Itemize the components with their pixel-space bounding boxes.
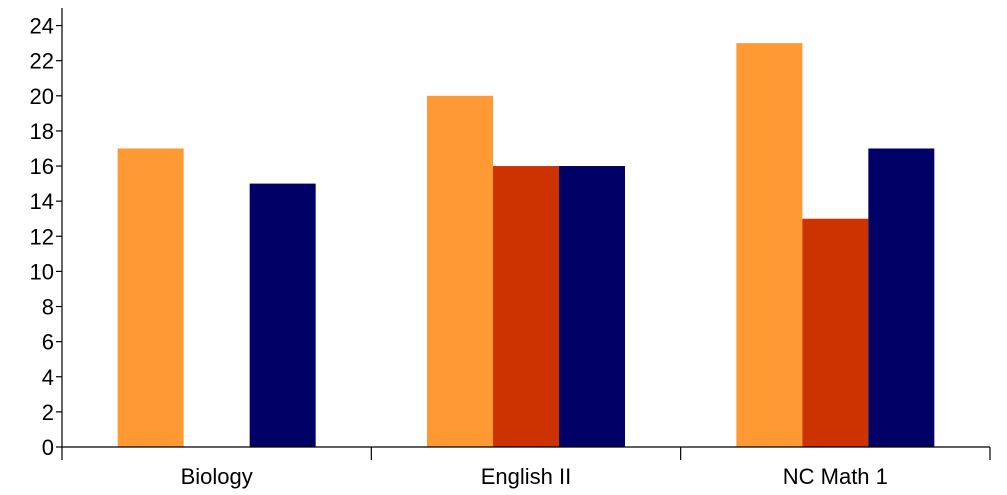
x-tick-label: English II bbox=[481, 464, 572, 489]
y-tick-label: 6 bbox=[42, 330, 54, 355]
bar-nc-math-1-series-1 bbox=[736, 43, 803, 448]
y-tick-label: 12 bbox=[30, 224, 54, 249]
bar-biology-series-3 bbox=[249, 183, 316, 447]
bar-english-ii-series-2 bbox=[493, 166, 559, 448]
y-tick-label: 20 bbox=[30, 84, 54, 109]
y-tick-label: 4 bbox=[42, 365, 54, 390]
bar-nc-math-1-series-2 bbox=[802, 218, 869, 447]
y-tick-label: 22 bbox=[30, 49, 54, 74]
bar-english-ii-series-3 bbox=[559, 166, 625, 448]
bar-english-ii-series-1 bbox=[427, 95, 493, 448]
y-tick-label: 14 bbox=[30, 189, 54, 214]
y-tick-label: 2 bbox=[42, 400, 54, 425]
y-tick-label: 0 bbox=[42, 435, 54, 460]
x-tick-label: Biology bbox=[181, 464, 253, 489]
y-tick-label: 16 bbox=[30, 154, 54, 179]
y-tick-label: 8 bbox=[42, 295, 54, 320]
x-axis: Biology English II NC Math 1 bbox=[61, 446, 991, 489]
y-tick-label: 10 bbox=[30, 259, 54, 284]
y-tick-label: 18 bbox=[30, 119, 54, 144]
bar-nc-math-1-series-3 bbox=[868, 148, 935, 448]
x-tick-label: NC Math 1 bbox=[783, 464, 888, 489]
y-tick-label: 24 bbox=[30, 14, 54, 39]
bars-group bbox=[117, 43, 935, 448]
bar-biology-series-1 bbox=[117, 148, 184, 448]
